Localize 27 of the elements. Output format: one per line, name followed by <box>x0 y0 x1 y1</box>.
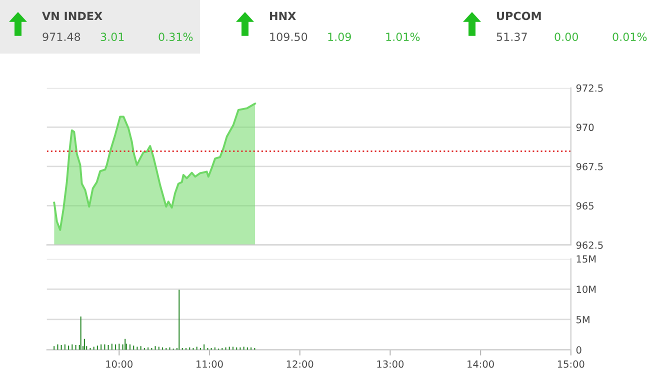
text: 1.09 <box>328 32 351 42</box>
y-tick-label: 15M <box>576 255 596 263</box>
x-tick-label: 14:00 <box>468 360 494 368</box>
text: HNX <box>270 12 296 20</box>
text: 971.48 <box>42 32 80 42</box>
x-tick-label: 15:00 <box>558 360 584 368</box>
y-tick-label: 965 <box>576 202 594 210</box>
text: 1.01% <box>386 32 420 42</box>
x-tick-label: 11:00 <box>196 360 223 368</box>
x-tick-label: 10:00 <box>106 360 133 368</box>
y-tick-label: 970 <box>576 124 594 132</box>
x-tick-label: 13:00 <box>377 360 404 368</box>
text: 109.50 <box>270 32 308 42</box>
text: VN INDEX <box>42 12 102 20</box>
text: 0.00 <box>554 32 578 42</box>
text: 0.31% <box>158 32 193 42</box>
text: 51.37 <box>496 32 527 42</box>
text: 0.01% <box>612 32 647 42</box>
y-tick-label: 5M <box>576 316 590 324</box>
y-tick-label: 10M <box>576 286 596 293</box>
x-tick-label: 12:00 <box>286 360 314 368</box>
y-tick-label: 0 <box>576 346 582 354</box>
y-tick-label: 972.5 <box>576 84 603 92</box>
y-tick-label: 962.5 <box>576 241 603 249</box>
y-tick-label: 967.5 <box>576 162 603 170</box>
text: 3.01 <box>100 32 124 42</box>
text: UPCOM <box>497 12 541 20</box>
